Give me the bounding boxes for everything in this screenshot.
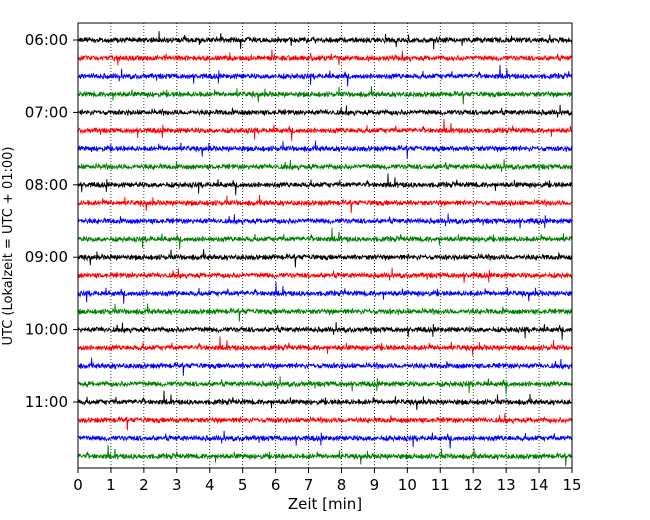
x-axis-label: Zeit [min] (288, 495, 362, 513)
trace-1000 (77, 321, 573, 340)
trace-0845 (77, 227, 573, 250)
grid (110, 23, 540, 468)
trace-1015 (77, 336, 573, 356)
x-tick-label: 8 (337, 476, 347, 494)
x-tick-label: 10 (398, 476, 417, 494)
y-tick-label: 09:00 (25, 248, 68, 266)
trace-0645 (77, 86, 573, 105)
trace-0600 (77, 31, 573, 50)
x-tick-label: 9 (370, 476, 380, 494)
trace-0915 (77, 267, 573, 283)
trace-0945 (77, 303, 573, 322)
y-tick-label: 11:00 (25, 393, 68, 411)
trace-1030 (77, 357, 573, 376)
x-axis-ticks: 0 1 2 3 4 5 6 7 8 9 10 11 12 13 14 15 (73, 468, 582, 494)
trace-0830 (77, 213, 573, 229)
trace-1145 (77, 444, 573, 467)
y-tick-label: 08:00 (25, 176, 68, 194)
y-tick-label: 10:00 (25, 321, 68, 339)
x-tick-label: 15 (562, 476, 581, 494)
x-tick-label: 4 (205, 476, 215, 494)
trace-0930 (77, 282, 573, 304)
trace-1100 (78, 390, 573, 411)
trace-1130 (77, 430, 573, 449)
trace-0700 (77, 104, 573, 118)
trace-1115 (77, 413, 573, 431)
traces (77, 31, 573, 467)
x-tick-label: 6 (271, 476, 281, 494)
x-tick-label: 0 (73, 476, 83, 494)
x-tick-label: 14 (530, 476, 549, 494)
x-tick-label: 12 (464, 476, 483, 494)
y-tick-label: 07:00 (25, 103, 68, 121)
x-tick-label: 3 (172, 476, 182, 494)
trace-0900 (77, 249, 573, 268)
x-tick-label: 7 (304, 476, 314, 494)
trace-0815 (77, 194, 573, 214)
x-tick-label: 2 (139, 476, 149, 494)
trace-0800 (77, 173, 573, 196)
plot-frame (77, 22, 573, 469)
trace-0715 (77, 119, 573, 141)
y-axis-label: UTC (Lokalzeit = UTC + 01:00) (1, 147, 16, 346)
x-tick-label: 1 (106, 476, 116, 494)
y-axis-ticks: 06:00 07:00 08:00 09:00 10:00 11:00 (25, 31, 78, 411)
trace-0615 (77, 49, 573, 66)
x-tick-label: 11 (431, 476, 450, 494)
trace-1045 (77, 376, 573, 395)
x-tick-label: 13 (497, 476, 516, 494)
trace-0630 (77, 64, 573, 87)
trace-0745 (77, 159, 573, 172)
y-tick-label: 06:00 (25, 31, 68, 49)
trace-0730 (77, 140, 573, 159)
x-tick-label: 5 (238, 476, 248, 494)
